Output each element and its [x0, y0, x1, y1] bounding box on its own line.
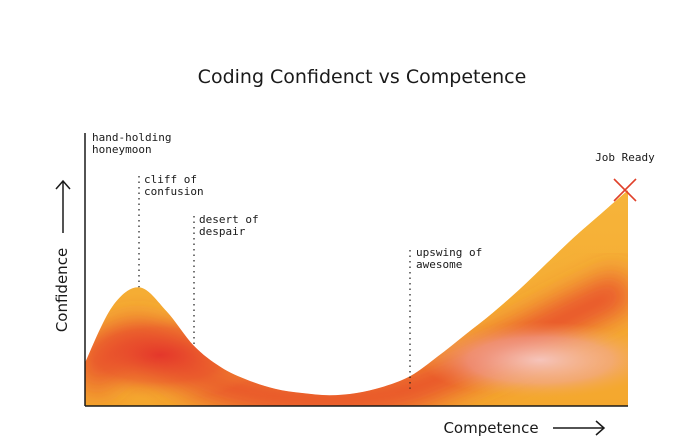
annotation-hand-holding-honeymoon-line-2: honeymoon	[92, 143, 152, 156]
annotation-leaders	[138, 176, 411, 389]
annotation-upswing-of-awesome: upswing of awesome	[416, 246, 489, 271]
job-ready-x-marker-icon	[613, 178, 637, 202]
annotation-cliff-of-confusion-line-2: confusion	[144, 185, 204, 198]
area-series	[85, 190, 628, 406]
annotation-desert-of-despair-line-2: despair	[199, 225, 246, 238]
annotation-cliff-of-confusion-line-1: cliff of	[144, 173, 197, 186]
annotation-upswing-of-awesome-line-1: upswing of	[416, 246, 482, 259]
chart-title: Coding Confidenct vs Competence	[198, 66, 527, 88]
annotation-upswing-of-awesome-line-2: awesome	[416, 258, 462, 271]
annotation-desert-of-despair-line-1: desert of	[199, 213, 259, 226]
x-axis-label: Competence	[443, 419, 538, 437]
x-axis-arrow-icon	[553, 420, 606, 436]
y-axis-label: Confidence	[53, 248, 71, 332]
y-axis-arrow-icon	[55, 179, 71, 233]
annotation-cliff-of-confusion: cliff of confusion	[144, 173, 204, 198]
annotation-desert-of-despair: desert of despair	[199, 213, 265, 238]
annotation-hand-holding-honeymoon-line-1: hand-holding	[92, 131, 171, 144]
annotation-hand-holding-honeymoon: hand-holding honeymoon	[92, 131, 178, 156]
area-glow-right	[420, 322, 628, 398]
area-glow-left	[85, 310, 270, 400]
annotation-job-ready: Job Ready	[595, 151, 655, 164]
